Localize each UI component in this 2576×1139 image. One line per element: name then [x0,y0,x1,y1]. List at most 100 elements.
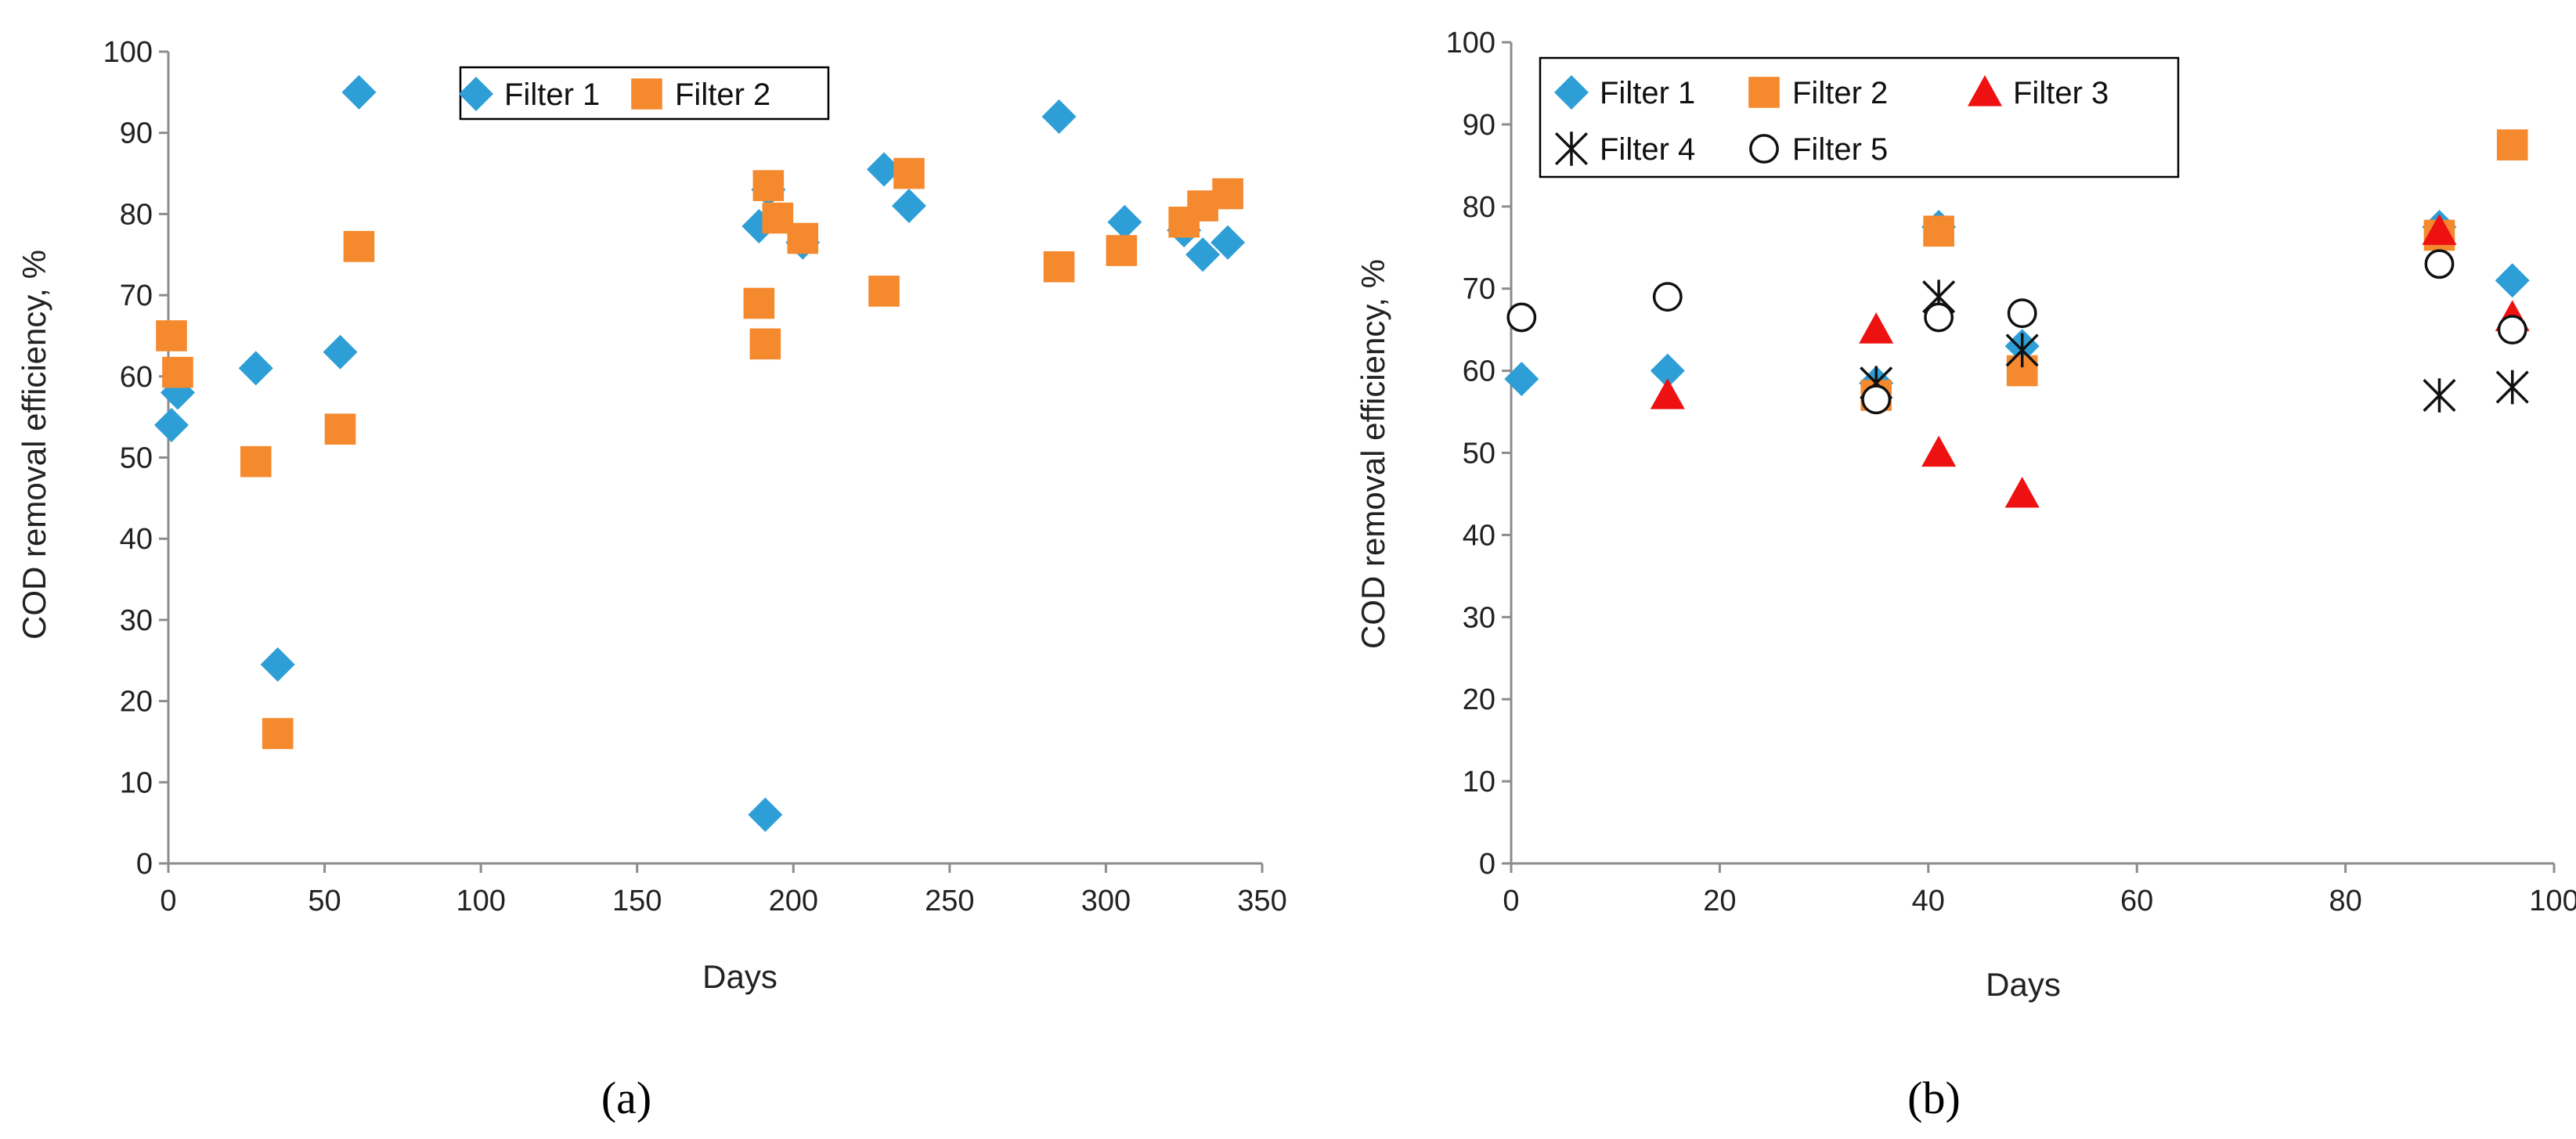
chart-a-data-point [323,334,358,369]
chart-a-panel-label: (a) [601,1072,651,1123]
chart-b-series-filter-3 [1650,214,2530,508]
chart-b-series-filter-5 [1506,249,2527,415]
chart-b-legend-marker [1968,75,2002,106]
chart-a-x-tick-label: 150 [612,885,662,917]
chart-a-data-point [749,328,781,360]
chart-b-y-tick-label: 0 [1479,848,1495,881]
chart-b-legend-label: Filter 2 [1792,76,1888,110]
chart-b-data-point [1506,302,1537,333]
chart-b-data-point [2495,263,2530,298]
chart-b-data-point [1923,215,1954,247]
chart-a-series-filter-2 [156,157,1243,749]
chart-a-data-point [156,320,187,351]
chart-a-data-point [153,408,189,443]
chart-a: 0 10 20 30 40 50 60 70 80 90 100 0 50 100 150 200 250 300… [16,36,1287,1123]
chart-a-y-tick-label: 60 [120,361,153,394]
chart-b-y-tick-label: 60 [1463,355,1495,388]
chart-b-axes: 0 10 20 30 40 50 60 70 80 90 100 0 20 40 60 80 100 [1446,27,2576,917]
chart-b-marks [1504,129,2530,508]
chart-a-y-tick-label: 0 [136,848,153,881]
chart-a-legend-marker [631,78,662,110]
chart-a-x-tick-label: 250 [925,885,974,917]
chart-b-data-point [1650,378,1685,409]
chart-b-data-point [1504,362,1539,397]
chart-a-legend-box [459,66,830,121]
chart-a-data-point [343,231,375,262]
chart-a-data-point [1107,204,1142,240]
chart-b-data-point [1650,353,1685,388]
chart-a-legend-label: Filter 1 [504,77,600,112]
chart-b-data-point [2495,369,2529,405]
chart-a-axes: 0 10 20 30 40 50 60 70 80 90 100 0 50 100 150 200 250 300… [103,36,1287,917]
chart-b-legend-label: Filter 4 [1600,132,1695,167]
chart-a-data-point [1106,235,1138,266]
chart-a-x-tick-label: 100 [456,885,505,917]
chart-b-data-point [2423,378,2456,413]
chart-b-y-tick-label: 70 [1463,273,1495,306]
chart-a-y-tick-label: 40 [120,523,153,556]
chart-b-y-tick-label: 30 [1463,601,1495,634]
chart-b-data-point [1652,282,1683,312]
chart-b-data-point [2422,214,2457,245]
chart-a-y-tick-label: 20 [120,686,153,719]
chart-b-legend-box [1539,56,2180,178]
chart-a-data-point [868,276,900,307]
chart-b-x-axis-label: Days [1986,966,2061,1003]
chart-b-x-tick-label: 100 [2529,885,2576,917]
chart-b-legend: Filter 1 Filter 2 Filter 3 Filter 4 Filter 5 [1539,56,2180,178]
chart-a-y-tick-label: 100 [103,36,153,69]
chart-b-data-point [2005,333,2039,368]
chart-a-x-tick-label: 300 [1081,885,1131,917]
chart-a-data-point [893,157,925,189]
chart-a-data-point [752,170,785,201]
chart-b-data-point [2004,476,2040,508]
chart-b-x-tick-label: 40 [1912,885,1945,917]
chart-b-data-point [1859,312,1894,344]
chart-a-data-point [1212,178,1243,210]
chart-b-x-tick-label: 60 [2120,885,2153,917]
chart-a-data-point [867,152,902,187]
chart-b-data-point [2496,129,2528,160]
chart-b-data-point [2007,298,2037,329]
chart-b-legend-label: Filter 3 [2013,76,2109,110]
chart-a-legend-marker [459,77,493,111]
chart-b-legend-marker [1749,134,1779,164]
chart-b-panel-label: (b) [1907,1072,1961,1123]
chart-b-y-tick-label: 40 [1463,519,1495,552]
chart-a-x-tick-label: 50 [308,885,341,917]
chart-a-data-point [787,222,819,254]
chart-a-series-filter-1 [153,74,1246,832]
chart-b-data-point [1924,302,1954,333]
chart-a-data-point [1210,225,1246,260]
chart-a-legend: Filter 1 Filter 2 [459,66,830,121]
chart-a-data-point [743,287,775,319]
chart-a-data-point [341,74,377,110]
chart-b-legend-marker [1748,77,1780,108]
chart-a-y-tick-label: 50 [120,442,153,475]
chart-a-y-tick-label: 80 [120,198,153,231]
chart-b-y-tick-label: 90 [1463,109,1495,142]
chart-a-x-tick-label: 200 [769,885,818,917]
chart-b-x-tick-label: 80 [2329,885,2361,917]
chart-b-y-tick-label: 20 [1463,683,1495,716]
chart-a-y-tick-label: 10 [120,766,153,799]
chart-b: 0 10 20 30 40 50 60 70 80 90 100 0 20 40 60 80 100 COD r… [1355,27,2576,1123]
chart-a-x-tick-label: 350 [1237,885,1286,917]
chart-a-marks [153,74,1246,832]
chart-a-data-point [262,718,294,749]
chart-a-y-tick-label: 90 [120,117,153,150]
chart-b-data-point [2497,315,2527,345]
chart-a-data-point [238,351,273,386]
chart-b-legend-marker [1554,132,1589,166]
chart-b-y-tick-label: 50 [1463,438,1495,470]
chart-a-data-point [162,356,193,388]
chart-a-data-point [260,647,295,682]
chart-b-y-tick-label: 10 [1463,766,1495,798]
chart-a-x-axis-label: Days [702,958,777,995]
chart-b-legend-label: Filter 5 [1792,132,1888,167]
chart-b-y-tick-label: 100 [1446,27,1495,59]
chart-b-legend-label: Filter 1 [1600,76,1695,110]
chart-b-y-axis-label: COD removal efficiency, % [1355,259,1391,649]
chart-a-data-point [748,797,783,832]
